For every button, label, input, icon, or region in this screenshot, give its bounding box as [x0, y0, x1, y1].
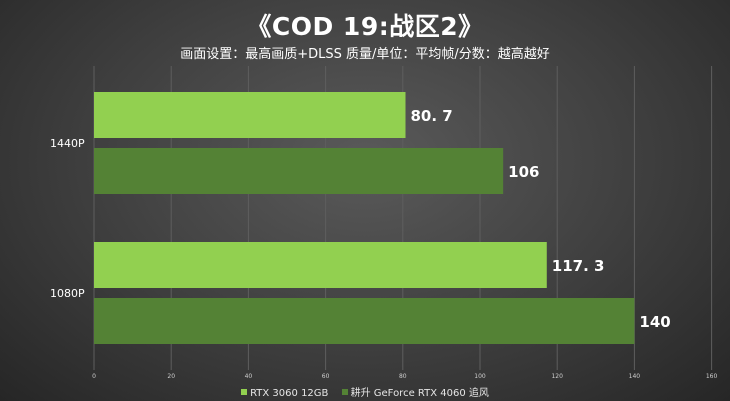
legend-item-rtx3060: RTX 3060 12GB: [241, 388, 328, 399]
x-tick-label: 20: [167, 373, 175, 380]
chart-title: 《COD 19:战区2》: [246, 12, 484, 41]
y-category-label: 1440P: [50, 137, 85, 150]
legend-swatch-rtx4060: [341, 389, 348, 395]
chart-subtitle: 画面设置：最高画质+DLSS 质量/单位：平均帧/分数：越高越好: [180, 47, 550, 62]
x-tick-label: 100: [474, 373, 486, 380]
x-tick-label: 80: [399, 373, 407, 380]
x-tick-label: 0: [92, 373, 96, 380]
legend-label-rtx4060: 耕升 GeForce RTX 4060 追风: [350, 388, 489, 399]
data-label: 140: [639, 313, 670, 331]
bar: [94, 298, 635, 344]
x-tick-label: 160: [706, 373, 718, 380]
data-label: 80. 7: [411, 107, 453, 125]
x-tick-label: 40: [245, 373, 253, 380]
legend: RTX 3060 12GB 耕升 GeForce RTX 4060 追风: [0, 384, 730, 399]
data-label: 106: [508, 163, 539, 181]
legend-item-rtx4060: 耕升 GeForce RTX 4060 追风: [341, 384, 489, 399]
bar: [94, 92, 406, 138]
bar: [94, 242, 547, 288]
legend-swatch-rtx3060: [241, 389, 248, 395]
x-tick-label: 120: [551, 373, 563, 380]
bar: [94, 148, 504, 194]
x-tick-label: 60: [322, 373, 330, 380]
x-tick-label: 140: [629, 373, 641, 380]
data-label: 117. 3: [552, 257, 605, 275]
legend-label-rtx3060: RTX 3060 12GB: [250, 388, 329, 399]
y-category-label: 1080P: [50, 287, 85, 300]
